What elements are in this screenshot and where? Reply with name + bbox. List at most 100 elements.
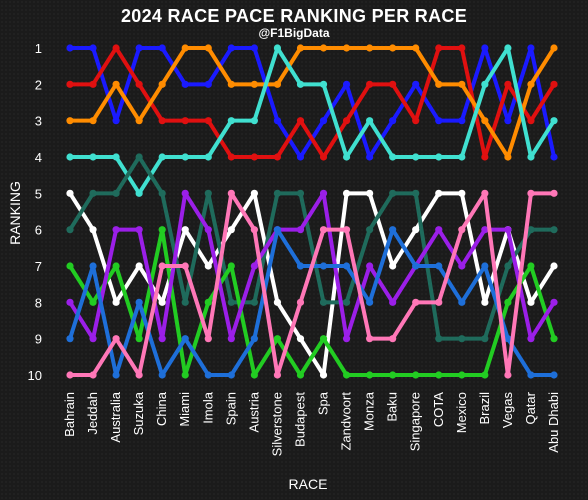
series-7 (66, 189, 558, 343)
data-point (296, 80, 305, 88)
x-tick-label: Mexico (454, 392, 469, 433)
x-tick-label: Spain (223, 392, 238, 425)
data-point (504, 44, 512, 52)
data-point (273, 117, 282, 125)
x-tick-label: Austria (246, 391, 261, 432)
data-point (89, 80, 97, 88)
data-point (135, 226, 143, 234)
data-point (158, 298, 166, 306)
data-point (227, 117, 235, 125)
data-point (158, 117, 166, 125)
data-point (550, 189, 558, 197)
data-point (204, 153, 212, 161)
x-tick-label: Australia (108, 391, 123, 442)
data-point (319, 226, 328, 234)
data-point (250, 226, 258, 234)
data-point (158, 226, 166, 234)
data-point (227, 153, 235, 161)
data-point (412, 44, 420, 52)
x-tick-label: China (154, 391, 169, 426)
data-point (112, 371, 120, 379)
data-point (504, 117, 512, 125)
data-point (550, 44, 558, 52)
data-point (112, 117, 120, 125)
data-point (435, 153, 443, 161)
data-point (550, 335, 558, 343)
data-point (527, 262, 535, 270)
data-point (527, 153, 535, 161)
x-tick-label: Qatar (523, 391, 538, 424)
series-line (68, 191, 556, 341)
data-point (435, 189, 443, 197)
data-point (504, 335, 512, 343)
data-point (89, 371, 97, 379)
data-point (250, 80, 258, 88)
data-point (504, 226, 512, 234)
data-point (366, 226, 374, 234)
x-tick-label: Abu Dhabi (546, 392, 561, 453)
data-point (481, 80, 489, 88)
data-point (389, 298, 397, 306)
data-point (250, 153, 258, 161)
data-point (527, 44, 535, 52)
data-point (112, 153, 120, 161)
data-point (296, 117, 305, 125)
data-point (435, 262, 443, 270)
series-5 (66, 153, 558, 343)
data-point (204, 117, 212, 125)
data-point (181, 117, 189, 125)
series-4 (66, 189, 558, 379)
data-point (458, 226, 466, 234)
data-point (527, 335, 535, 343)
data-point (458, 153, 466, 161)
data-point (319, 298, 328, 306)
data-point (204, 44, 212, 52)
data-point (204, 335, 212, 343)
data-point (227, 262, 235, 270)
data-point (112, 44, 120, 52)
x-tick-label: Spa (316, 391, 331, 415)
data-point (250, 117, 258, 125)
data-point (181, 262, 189, 270)
data-point (527, 298, 535, 306)
data-point (458, 262, 466, 270)
data-point (458, 371, 466, 379)
x-tick-label: Zandvoort (339, 392, 354, 451)
data-point (135, 262, 143, 270)
data-point (435, 117, 443, 125)
x-tick-label: Budapest (292, 392, 307, 447)
data-point (273, 226, 282, 234)
data-point (135, 371, 143, 379)
y-tick-label: 3 (35, 114, 42, 129)
data-point (550, 262, 558, 270)
data-point (181, 44, 189, 52)
data-point (227, 226, 235, 234)
data-point (458, 335, 466, 343)
data-point (204, 226, 212, 234)
data-point (319, 335, 328, 343)
data-point (296, 298, 305, 306)
data-point (158, 262, 166, 270)
data-point (412, 117, 420, 125)
data-point (250, 262, 258, 270)
data-point (458, 117, 466, 125)
data-point (66, 371, 74, 379)
data-point (342, 371, 351, 379)
data-point (389, 262, 397, 270)
x-tick-label: Jeddah (85, 392, 100, 435)
data-point (481, 153, 489, 161)
data-point (135, 117, 143, 125)
data-point (296, 371, 305, 379)
data-point (319, 189, 328, 197)
data-point (504, 371, 512, 379)
data-point (342, 335, 351, 343)
data-point (181, 80, 189, 88)
data-point (458, 189, 466, 197)
data-point (250, 371, 258, 379)
data-point (342, 44, 351, 52)
series-line (68, 191, 556, 377)
data-point (412, 226, 420, 234)
data-point (342, 153, 351, 161)
data-point (342, 298, 351, 306)
data-point (412, 371, 420, 379)
